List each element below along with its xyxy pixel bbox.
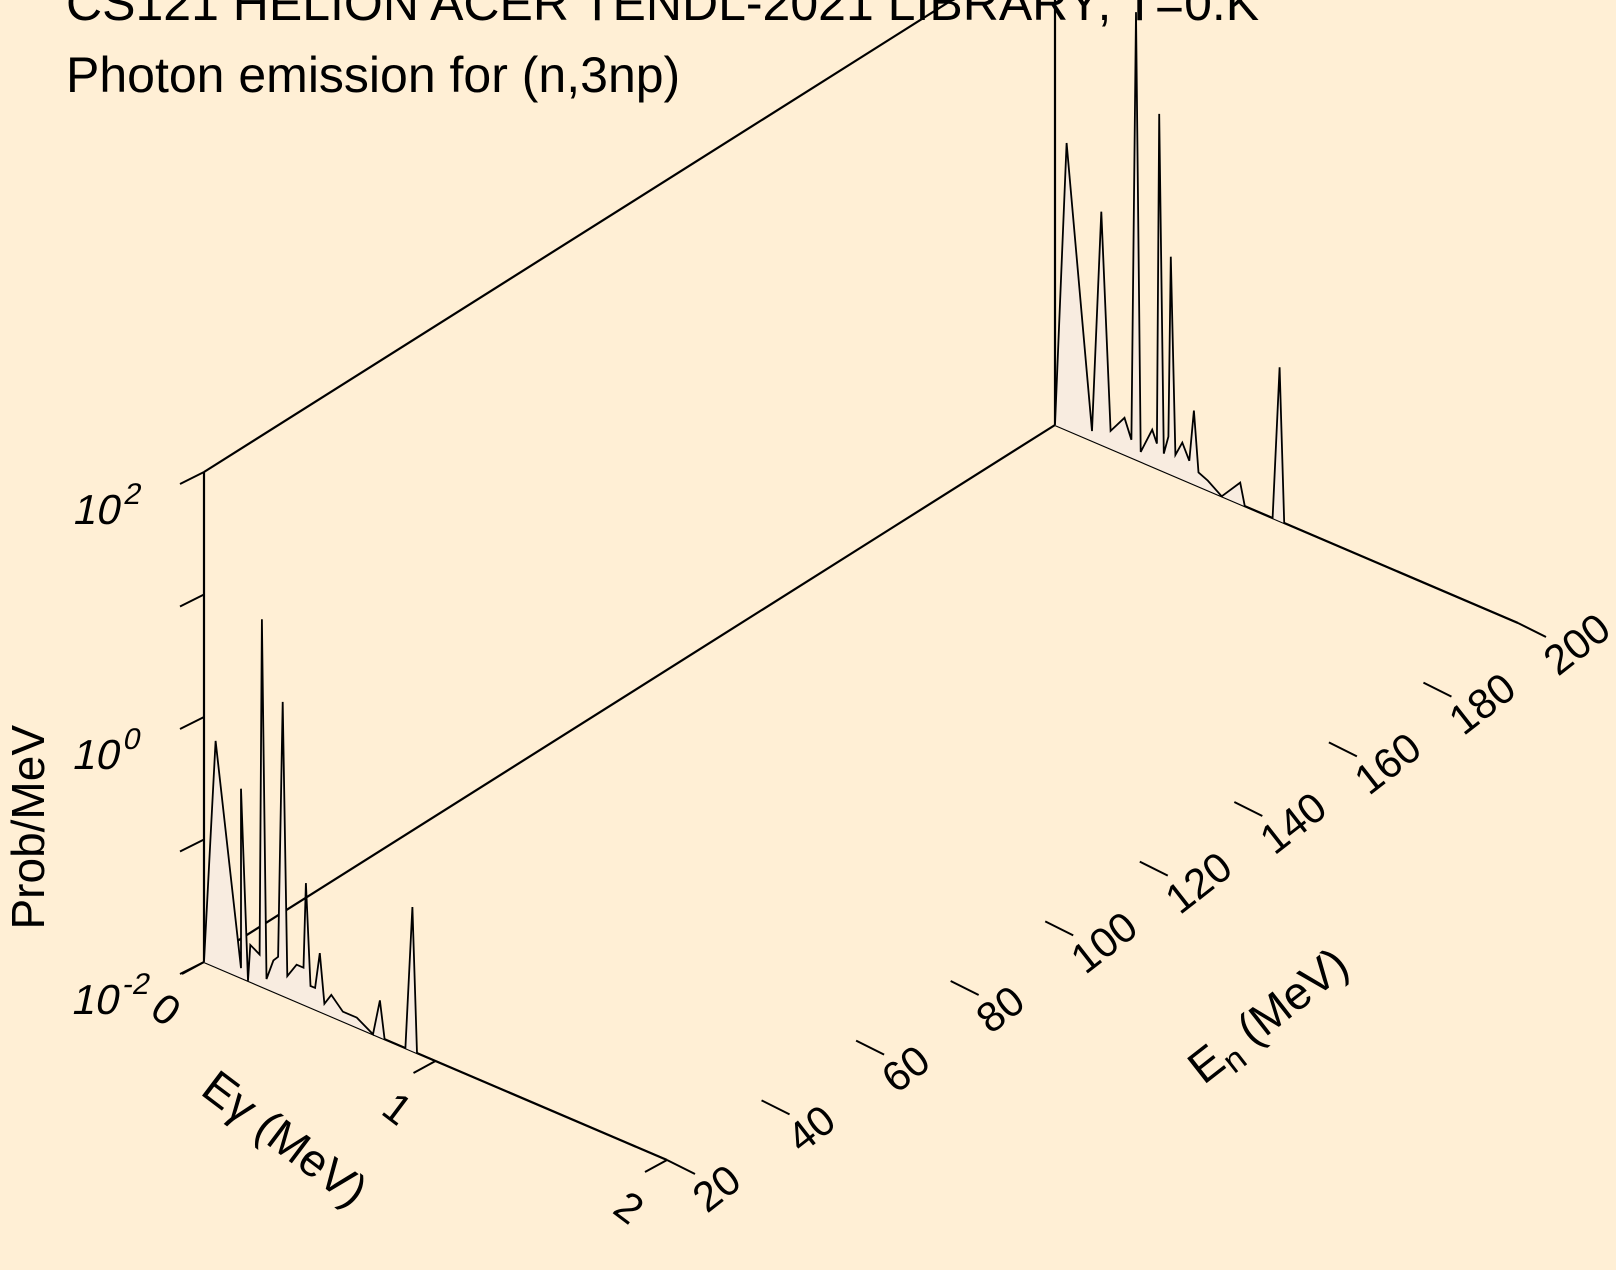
y-tick-4 [1044, 920, 1074, 937]
spectrum-series-0 [203, 619, 668, 1161]
y-tick-0 [666, 1159, 696, 1175]
z-tick-0 [179, 716, 205, 730]
x-tick-0 [181, 961, 205, 975]
y-tick-3 [950, 980, 980, 996]
y-tick-label: 180 [1440, 664, 1524, 744]
spectrum-line-0 [203, 619, 668, 1161]
x-tick-1 [413, 1060, 436, 1074]
y-axis-label: En (MeV) [1178, 937, 1363, 1100]
z-tick--1 [179, 838, 205, 853]
spectrum-line-1 [1054, 12, 1519, 624]
spectra-series [203, 12, 1519, 1161]
y-tick-label: 80 [967, 976, 1033, 1042]
z-tick-label: 10-2 [69, 968, 154, 1023]
spectrum-fill-1 [1055, 12, 1518, 624]
chart-title-line1: CS121 HELION ACER TENDL-2021 LIBRARY; T=… [66, 0, 1259, 31]
y-tick-8 [1422, 681, 1452, 698]
y-tick-label: 160 [1345, 723, 1429, 803]
frame-back-bottom-edge [203, 424, 1056, 963]
y-tick-1 [761, 1099, 791, 1116]
y-tick-label: 40 [778, 1096, 844, 1162]
y-tick-label: 200 [1535, 604, 1616, 684]
y-tick-5 [1139, 860, 1169, 877]
z-tick-1 [179, 593, 205, 608]
y-tick-label: 100 [1062, 902, 1146, 982]
y-tick-6 [1233, 801, 1263, 817]
z-tick-label: 102 [70, 478, 145, 533]
spectrum-series-1 [1054, 12, 1519, 624]
y-tick-2 [855, 1039, 885, 1056]
axis-labels: Prob/MeV Eγ (MeV) En (MeV) [2, 725, 1363, 1217]
y-tick-label: 20 [684, 1155, 750, 1221]
x-tick-label: 0 [143, 984, 190, 1036]
y-tick-label: 140 [1251, 783, 1335, 863]
x-axis-label: Eγ (MeV) [193, 1060, 377, 1217]
z-axis-label: Prob/MeV [2, 725, 54, 930]
x-tick-label: 2 [606, 1182, 653, 1234]
y-tick-9 [1517, 622, 1547, 638]
x-tick-label: 1 [374, 1083, 421, 1135]
x-tick-2 [644, 1159, 668, 1173]
y-tick-7 [1328, 741, 1358, 758]
z-tick-2 [179, 471, 205, 485]
chart-title-line2: Photon emission for (n,3np) [66, 47, 680, 103]
y-tick-label: 60 [873, 1036, 939, 1102]
z-tick-label: 100 [69, 723, 144, 778]
y-tick-label: 120 [1156, 843, 1240, 923]
spectrum-fill-0 [204, 619, 667, 1160]
frame-back-top-edge [203, 0, 955, 473]
